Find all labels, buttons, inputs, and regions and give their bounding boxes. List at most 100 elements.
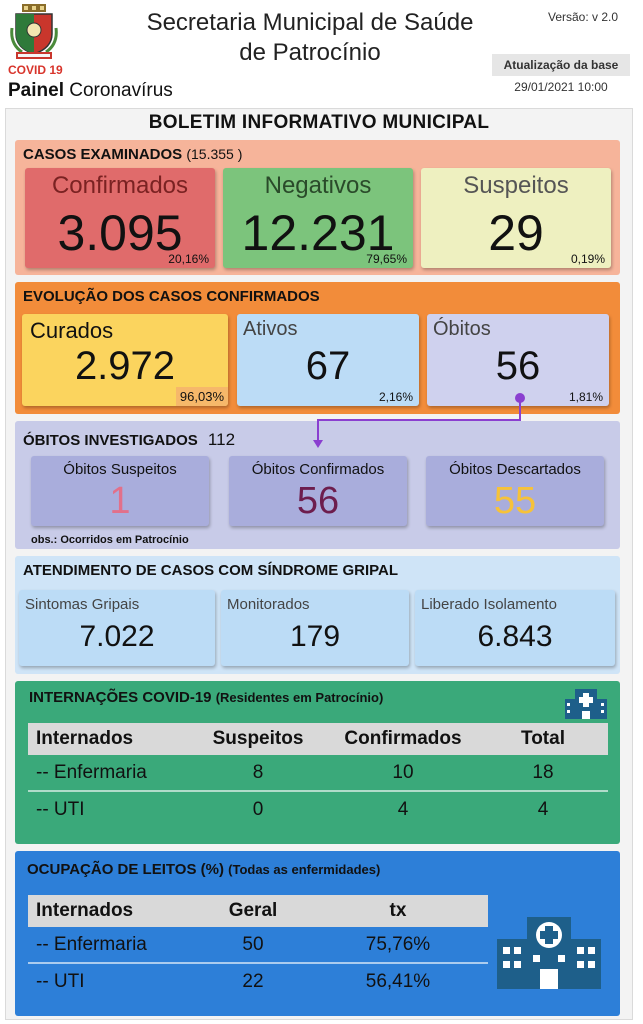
connector-arrow-icon (313, 393, 525, 448)
bulletin-title: BOLETIM INFORMATIVO MUNICIPAL (148, 112, 490, 133)
monitorados-card: Monitorados 179 (221, 590, 409, 666)
negativos-value: 12.231 (241, 205, 395, 261)
obitos-investigados-label: ÓBITOS INVESTIGADOS (23, 432, 198, 449)
sintomas-value: 7.022 (79, 620, 155, 653)
casos-examinados-section: CASOS EXAMINADOS (15.355 ) Confirmados 3… (15, 140, 620, 275)
ocupacao-col-internados: Internados (36, 900, 134, 921)
ocupacao-table: Internados Geral tx -- Enfermaria 50 75,… (28, 895, 488, 999)
internacoes-cell: 4 (397, 798, 409, 820)
internacoes-table-wrap: Internados Suspeitos Confirmados Total -… (28, 723, 608, 833)
obitos-label: Óbitos (433, 318, 491, 340)
internacoes-col-internados: Internados (36, 728, 134, 749)
liberado-card: Liberado Isolamento 6.843 (415, 590, 615, 666)
internacoes-table: Internados Suspeitos Confirmados Total -… (28, 723, 608, 827)
page-title: Secretaria Municipal de Saúde de Patrocí… (100, 8, 520, 68)
ativos-value: 67 (305, 344, 351, 388)
internacoes-cell: 4 (537, 798, 549, 820)
ocupacao-label: OCUPAÇÃO DE LEITOS (%) (27, 861, 224, 878)
curados-value: 2.972 (74, 344, 176, 388)
ocupacao-section: OCUPAÇÃO DE LEITOS (%) (Todas as enfermi… (15, 851, 620, 1016)
internacoes-label: INTERNAÇÕES COVID-19 (29, 689, 212, 706)
internacoes-cell: -- Enfermaria (36, 761, 147, 783)
update-label: Atualização da base (492, 54, 630, 76)
ocupacao-cell: -- UTI (36, 970, 85, 992)
obitos-confirmados-value: 56 (296, 480, 340, 522)
evolucao-title: EVOLUÇÃO DOS CASOS CONFIRMADOS (23, 288, 320, 305)
page-title-line1: Secretaria Municipal de Saúde (146, 9, 474, 36)
suspeitos-value: 29 (488, 205, 544, 261)
sindrome-gripal-section: ATENDIMENTO DE CASOS COM SÍNDROME GRIPAL… (15, 556, 620, 674)
internacoes-cell: 0 (252, 798, 264, 820)
obitos-card: Óbitos 56 1,81% (427, 314, 609, 406)
confirmados-card: Confirmados 3.095 20,16% (25, 168, 215, 268)
internacoes-header-row: Internados Suspeitos Confirmados Total (28, 723, 608, 755)
monitorados-label: Monitorados (227, 596, 310, 613)
ativos-label: Ativos (243, 318, 298, 340)
curados-pct: 96,03% (175, 387, 228, 406)
confirmados-pct: 20,16% (168, 252, 209, 266)
ocupacao-title: OCUPAÇÃO DE LEITOS (%) (Todas as enfermi… (27, 861, 380, 878)
curados-card: Curados 2.972 96,03% (22, 314, 228, 406)
table-row: -- Enfermaria 8 10 18 (28, 755, 608, 791)
internacoes-title: INTERNAÇÕES COVID-19 (Residentes em Patr… (29, 689, 383, 706)
ocupacao-header-row: Internados Geral tx (28, 895, 488, 927)
obitos-descartados-card: Óbitos Descartados 55 (426, 456, 604, 526)
ocupacao-subtitle: (Todas as enfermidades) (228, 862, 381, 877)
curados-label: Curados (30, 318, 114, 343)
liberado-value: 6.843 (477, 620, 553, 653)
casos-examinados-title: CASOS EXAMINADOS (15.355 ) (23, 146, 242, 163)
page-title-line2: de Patrocínio (239, 39, 381, 66)
internacoes-col-total: Total (521, 728, 565, 749)
panel-title: Painel Coronavírus (8, 80, 173, 102)
ocupacao-cell: 50 (242, 933, 264, 955)
obitos-confirmados-card: Óbitos Confirmados 56 (229, 456, 407, 526)
suspeitos-label: Suspeitos (463, 172, 569, 199)
panel-title-bold: Painel (8, 80, 64, 101)
ocupacao-col-tx: tx (389, 900, 407, 921)
hospital-large-icon (497, 917, 601, 989)
sintomas-card: Sintomas Gripais 7.022 (19, 590, 215, 666)
internacoes-cell: 8 (252, 761, 264, 783)
liberado-label: Liberado Isolamento (421, 596, 557, 613)
panel-title-rest: Coronavírus (69, 80, 173, 101)
obitos-suspeitos-value: 1 (109, 480, 131, 522)
ocupacao-table-wrap: Internados Geral tx -- Enfermaria 50 75,… (28, 895, 488, 1007)
internacoes-col-suspeitos: Suspeitos (212, 728, 304, 749)
obitos-descartados-label: Óbitos Descartados (449, 461, 581, 478)
confirmados-value: 3.095 (57, 205, 183, 261)
ocupacao-col-geral: Geral (228, 900, 278, 921)
sindrome-gripal-title: ATENDIMENTO DE CASOS COM SÍNDROME GRIPAL (23, 562, 399, 579)
casos-examinados-label: CASOS EXAMINADOS (23, 146, 183, 163)
obitos-value: 56 (495, 344, 541, 388)
evolucao-section: EVOLUÇÃO DOS CASOS CONFIRMADOS Curados 2… (15, 282, 620, 414)
table-row: -- UTI 0 4 4 (28, 791, 608, 827)
negativos-card: Negativos 12.231 79,65% (223, 168, 413, 268)
internacoes-section: INTERNAÇÕES COVID-19 (Residentes em Patr… (15, 681, 620, 844)
obitos-investigados-total: 112 (207, 430, 236, 449)
obitos-investigados-section: ÓBITOS INVESTIGADOS 112 Óbitos Suspeitos… (15, 421, 620, 549)
ocupacao-cell: 22 (242, 970, 264, 992)
version-label: Versão: v 2.0 (548, 10, 619, 24)
internacoes-cell: 18 (532, 761, 554, 783)
obitos-suspeitos-label: Óbitos Suspeitos (63, 461, 177, 478)
ativos-card: Ativos 67 2,16% (237, 314, 419, 406)
ocupacao-cell: 56,41% (365, 970, 431, 992)
update-date: 29/01/2021 10:00 (514, 80, 608, 94)
obitos-suspeitos-card: Óbitos Suspeitos 1 (31, 456, 209, 526)
internacoes-col-confirmados: Confirmados (344, 728, 462, 749)
internacoes-cell: -- UTI (36, 798, 85, 820)
obitos-descartados-value: 55 (493, 480, 537, 522)
obitos-investigados-title: ÓBITOS INVESTIGADOS 112 (23, 430, 235, 450)
negativos-label: Negativos (264, 172, 372, 199)
city-crest-icon (10, 4, 58, 60)
monitorados-value: 179 (289, 620, 341, 653)
sintomas-label: Sintomas Gripais (25, 596, 140, 613)
hospital-icon (565, 689, 607, 719)
casos-examinados-total: (15.355 ) (186, 146, 243, 162)
covid-label: COVID 19 (8, 63, 63, 77)
suspeitos-card: Suspeitos 29 0,19% (421, 168, 611, 268)
ocupacao-cell: -- Enfermaria (36, 933, 147, 955)
ativos-pct: 2,16% (378, 390, 413, 404)
obitos-obs-note: obs.: Ocorridos em Patrocínio (31, 534, 189, 546)
table-row: -- Enfermaria 50 75,76% (28, 927, 488, 963)
